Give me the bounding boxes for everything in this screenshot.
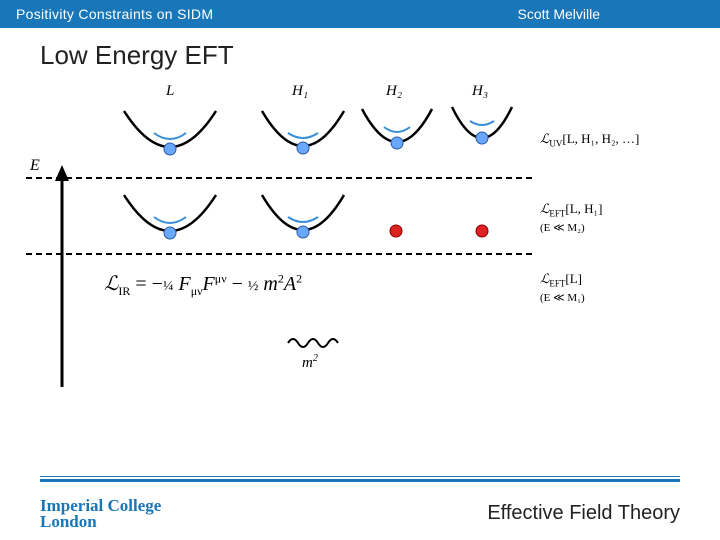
- energy-axis-label: E: [30, 157, 40, 175]
- mass-wiggle-icon: [286, 333, 348, 355]
- ir-lagrangian-equation: ℒIR = −¼ FμνFμν − ½ m2A2: [104, 271, 302, 299]
- lagrangian-eft1: ℒEFT[L, H₁] (E ≪ M₂): [540, 201, 602, 235]
- well-uv-H3: [448, 95, 516, 157]
- header-title: Positivity Constraints on SIDM: [16, 6, 213, 22]
- col-label-H2: H₂: [386, 83, 402, 100]
- header-author: Scott Melville: [518, 6, 600, 22]
- imperial-logo: Imperial College London: [40, 498, 161, 530]
- footer-divider: [40, 476, 680, 482]
- footer-topic: Effective Field Theory: [487, 502, 680, 525]
- lagrangian-uv: ℒUV[L, H₁, H₂, …]: [540, 131, 639, 149]
- well-mid-L: [120, 187, 220, 249]
- col-label-H1: H₁: [292, 83, 308, 100]
- dashed-line-2: [26, 253, 532, 255]
- lagrangian-eft2: ℒEFT[L] (E ≪ M₁): [540, 271, 585, 305]
- dashed-line-1: [26, 177, 532, 179]
- diagram-area: E L H₁ H₂ H₃: [0, 75, 720, 415]
- well-uv-H2: [358, 99, 436, 161]
- slide-title: Low Energy EFT: [40, 40, 720, 71]
- well-uv-H1: [258, 103, 348, 165]
- particle-mid-H2: [388, 223, 404, 239]
- col-label-L: L: [166, 83, 174, 100]
- mass-annotation: m2: [302, 353, 318, 372]
- well-uv-L: [120, 103, 220, 165]
- energy-axis-arrow: [52, 165, 72, 395]
- particle-mid-H3: [474, 223, 490, 239]
- footer: Imperial College London Effective Field …: [40, 498, 680, 530]
- header-bar: Positivity Constraints on SIDM Scott Mel…: [0, 0, 720, 28]
- well-mid-H1: [258, 187, 348, 249]
